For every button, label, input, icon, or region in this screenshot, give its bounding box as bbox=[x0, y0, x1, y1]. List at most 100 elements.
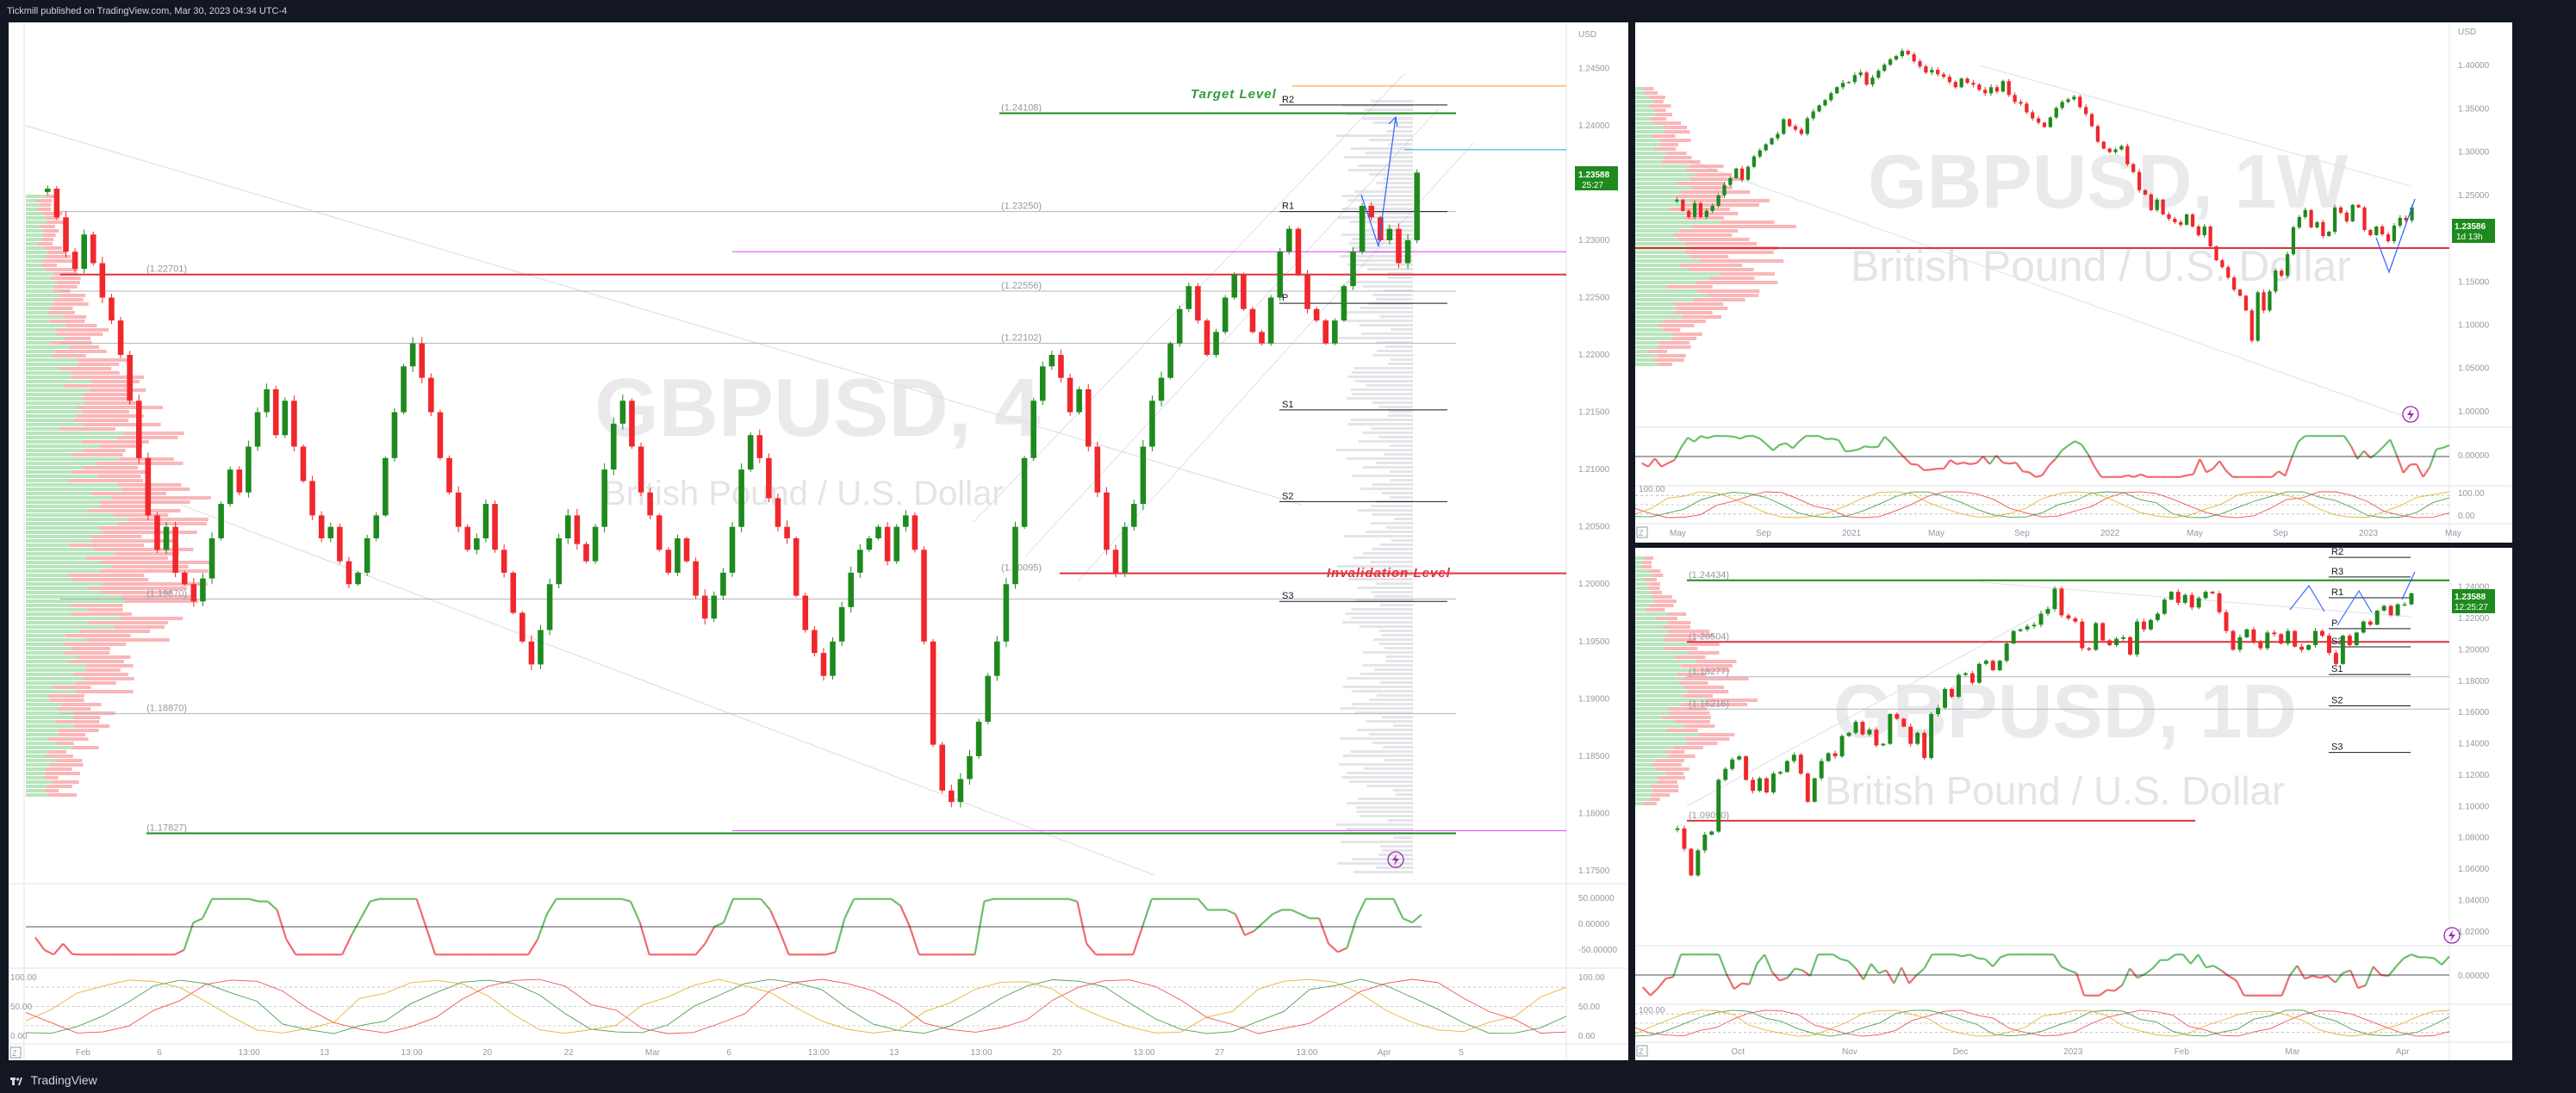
candle bbox=[437, 409, 444, 461]
weekly-watermark-description: British Pound / U.S. Dollar bbox=[1851, 242, 2351, 290]
pivot-label: R2 bbox=[1282, 95, 1294, 105]
candle bbox=[2274, 268, 2278, 294]
weekly-zoom-toggle[interactable] bbox=[1636, 526, 1648, 538]
candle bbox=[793, 536, 800, 598]
main-levels: (1.24108) (1.23250) (1.22701) (1.22556) (1.2… bbox=[60, 102, 1566, 835]
candle bbox=[2059, 586, 2064, 618]
daily-oscillator-axis: 0.00000 100.00 bbox=[1639, 972, 2490, 1015]
oscillator-tick-label: 0.00000 bbox=[2458, 972, 2490, 981]
candle bbox=[2380, 224, 2385, 237]
candle bbox=[2409, 592, 2414, 605]
candle bbox=[2333, 650, 2338, 667]
candle bbox=[2388, 605, 2393, 617]
time-tick-label: 2022 bbox=[2100, 529, 2120, 538]
time-tick-label: 13:00 bbox=[1134, 1048, 1155, 1058]
candle bbox=[2125, 143, 2130, 167]
candle bbox=[1846, 80, 1851, 84]
time-tick-label: 13 bbox=[320, 1048, 330, 1058]
candle bbox=[2196, 224, 2201, 238]
time-tick-label: 13:00 bbox=[1296, 1048, 1317, 1058]
candle bbox=[1776, 131, 1780, 141]
daily-zoom-toggle[interactable] bbox=[1636, 1045, 1648, 1057]
candle bbox=[2095, 124, 2100, 144]
weekly-oscillator-2 bbox=[1635, 491, 2450, 519]
footer-bar: TradingView bbox=[0, 1067, 2576, 1093]
price-tick-label: 1.05000 bbox=[2458, 364, 2490, 374]
candle bbox=[1888, 57, 1893, 67]
candle bbox=[647, 488, 653, 519]
candle bbox=[2094, 621, 2099, 651]
main-chart-panel[interactable]: GBPUSD, 4 British Pound / U.S. Dollar US… bbox=[9, 22, 1628, 1060]
candle bbox=[656, 513, 663, 552]
main-chart-svg[interactable]: GBPUSD, 4 British Pound / U.S. Dollar US… bbox=[9, 22, 1628, 1060]
candle bbox=[1104, 487, 1110, 556]
lightning-icon[interactable] bbox=[1387, 851, 1404, 868]
candle bbox=[985, 673, 991, 724]
candle bbox=[2350, 203, 2355, 222]
candle bbox=[1204, 318, 1210, 357]
candle bbox=[1832, 750, 1838, 759]
weekly-chart-svg[interactable]: GBPUSD, 1W British Pound / U.S. Dollar U… bbox=[1635, 22, 2512, 543]
candle bbox=[1956, 673, 1961, 699]
daily-lightning-icon[interactable] bbox=[2443, 927, 2461, 944]
weekly-chart-panel[interactable]: GBPUSD, 1W British Pound / U.S. Dollar U… bbox=[1635, 22, 2512, 543]
candle bbox=[1894, 54, 1899, 61]
daily-chart-panel[interactable]: GBPUSD, 1D British Pound / U.S. Dollar (… bbox=[1635, 548, 2512, 1060]
candle bbox=[1811, 109, 1815, 121]
time-tick-label: 22 bbox=[563, 1048, 574, 1058]
candle bbox=[756, 429, 763, 463]
weekly-lightning-icon[interactable] bbox=[2402, 406, 2419, 423]
price-tick-label: 1.10000 bbox=[2458, 321, 2490, 331]
main-countdown: 25:27 bbox=[1582, 181, 1603, 190]
price-tick-label: 1.15000 bbox=[2458, 277, 2490, 287]
candle bbox=[291, 395, 297, 452]
daily-chart-svg[interactable]: GBPUSD, 1D British Pound / U.S. Dollar (… bbox=[1635, 548, 2512, 1060]
price-tick-label: 1.18000 bbox=[2458, 677, 2490, 686]
candle bbox=[693, 557, 699, 599]
candle bbox=[337, 524, 343, 564]
candle bbox=[1158, 371, 1165, 407]
candle bbox=[1267, 295, 1274, 346]
price-tick-label: 1.16000 bbox=[2458, 708, 2490, 717]
price-tick-label: 1.35000 bbox=[2458, 104, 2490, 114]
candle bbox=[2018, 628, 2023, 632]
candle bbox=[2327, 231, 2331, 237]
candle bbox=[1758, 148, 1762, 158]
candle bbox=[1675, 825, 1680, 833]
main-last-price: 1.23588 bbox=[1578, 171, 1610, 180]
price-tick-label: 1.04000 bbox=[2458, 897, 2490, 906]
candle bbox=[1864, 71, 1869, 86]
main-zoom-toggle[interactable] bbox=[9, 1046, 22, 1059]
candle bbox=[2119, 145, 2124, 151]
candle bbox=[2084, 104, 2088, 117]
candle bbox=[446, 455, 452, 495]
candle bbox=[1003, 577, 1010, 648]
time-tick-label: 13:00 bbox=[401, 1048, 423, 1058]
candle bbox=[1976, 661, 1982, 685]
price-tick-label: 1.25000 bbox=[2458, 191, 2490, 201]
candle bbox=[1140, 439, 1147, 510]
price-tick-label: 1.06000 bbox=[2458, 865, 2490, 874]
candle bbox=[2128, 636, 2133, 656]
candle bbox=[629, 398, 635, 450]
candle bbox=[2244, 628, 2249, 638]
candle bbox=[2184, 213, 2189, 226]
daily-projection-arrow-1 bbox=[2289, 585, 2325, 612]
oscillator-tick-label: 0.00 bbox=[2458, 512, 2475, 521]
candle bbox=[1249, 307, 1256, 334]
candle bbox=[2025, 624, 2030, 632]
candle bbox=[1709, 830, 1714, 836]
candle bbox=[949, 784, 955, 808]
main-watermark-symbol: GBPUSD, 4 bbox=[594, 362, 1040, 454]
candle bbox=[1963, 671, 1968, 677]
candle bbox=[2060, 99, 2064, 110]
candle bbox=[1977, 83, 1982, 91]
candle bbox=[1784, 760, 1789, 773]
candle bbox=[1969, 670, 1975, 686]
candle bbox=[2297, 214, 2301, 230]
candle bbox=[455, 486, 462, 533]
candle bbox=[1231, 271, 1238, 301]
oscillator-tick-label-left: 0.00 bbox=[10, 1032, 28, 1041]
candle bbox=[903, 510, 909, 532]
weekly-countdown: 1d 13h bbox=[2456, 233, 2483, 242]
